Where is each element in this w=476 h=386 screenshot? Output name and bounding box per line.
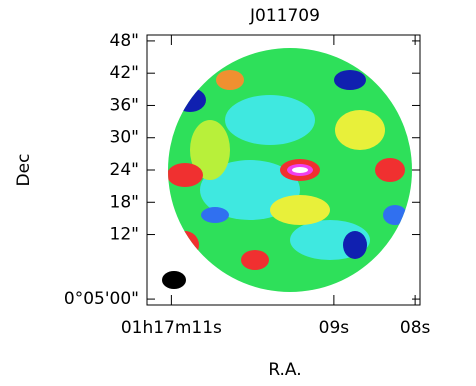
y-tick-label: 42" (110, 63, 139, 83)
x-axis-label: R.A. (268, 360, 301, 380)
x-tick-label: 01h17m11s (121, 318, 222, 338)
y-tick-label: 12" (110, 225, 139, 245)
beam (162, 271, 186, 289)
x-tick-label: 09s (319, 318, 350, 338)
y-tick-label: 48" (110, 31, 139, 51)
chart-title: J011709 (249, 6, 320, 26)
intensity-map (168, 48, 412, 292)
y-tick-label: 36" (110, 95, 139, 115)
x-tick-label: 08s (400, 318, 431, 338)
y-tick-label: 0°05'00" (64, 289, 139, 309)
y-tick-label: 18" (110, 192, 139, 212)
y-axis-label: Dec (14, 154, 34, 187)
y-tick-label: 24" (110, 160, 139, 180)
y-tick-label: 30" (110, 128, 139, 148)
